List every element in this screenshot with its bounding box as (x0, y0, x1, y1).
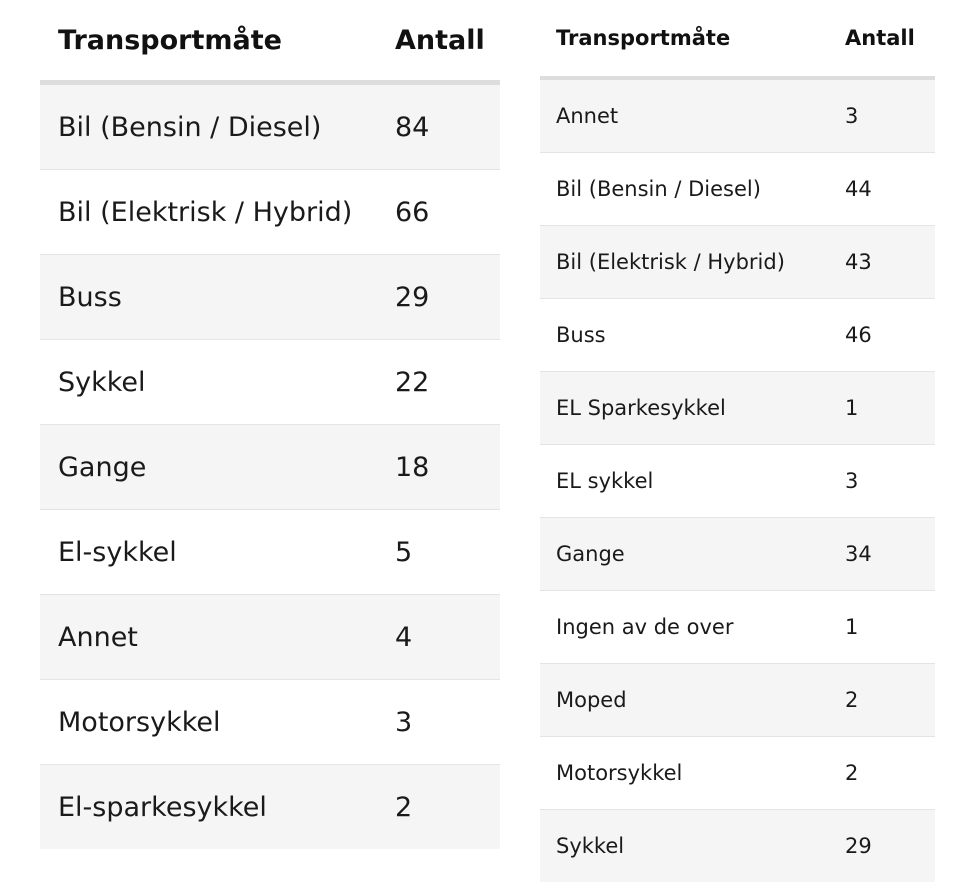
table-row: Ingen av de over 1 (540, 590, 935, 664)
transport-mode-cell: EL sykkel (540, 444, 845, 518)
count-cell: 5 (395, 509, 500, 595)
count-cell: 1 (845, 371, 935, 445)
table-row: El-sykkel 5 (40, 509, 500, 595)
count-cell: 44 (845, 152, 935, 226)
table-row: Sykkel 29 (540, 809, 935, 882)
table-row: Motorsykkel 2 (540, 736, 935, 810)
table-row: Gange 34 (540, 517, 935, 591)
transport-mode-cell: Sykkel (540, 809, 845, 882)
count-cell: 29 (845, 809, 935, 882)
transport-mode-cell: Gange (540, 517, 845, 591)
transport-mode-cell: Motorsykkel (540, 736, 845, 810)
table-row: Motorsykkel 3 (40, 679, 500, 765)
column-header-antall: Antall (845, 0, 935, 80)
transport-mode-cell: El-sparkesykkel (40, 764, 395, 849)
transport-mode-cell: Bil (Elektrisk / Hybrid) (540, 225, 845, 299)
count-cell: 34 (845, 517, 935, 591)
table-row: EL sykkel 3 (540, 444, 935, 518)
column-header-transportmate: Transportmåte (40, 0, 395, 85)
transport-mode-cell: Ingen av de over (540, 590, 845, 664)
column-header-antall: Antall (395, 0, 500, 85)
count-cell: 3 (845, 78, 935, 153)
count-cell: 66 (395, 169, 500, 255)
table-header-row: Transportmåte Antall (40, 0, 500, 85)
count-cell: 18 (395, 424, 500, 510)
transport-mode-cell: Annet (540, 78, 845, 153)
table-row: Moped 2 (540, 663, 935, 737)
table-row: El-sparkesykkel 2 (40, 764, 500, 849)
transport-mode-cell: Buss (40, 254, 395, 340)
transport-mode-cell: Gange (40, 424, 395, 510)
transport-mode-cell: Annet (40, 594, 395, 680)
transport-mode-cell: Bil (Bensin / Diesel) (40, 82, 395, 170)
table-row: Annet 3 (540, 78, 935, 153)
count-cell: 22 (395, 339, 500, 425)
count-cell: 2 (395, 764, 500, 849)
transport-mode-cell: Bil (Elektrisk / Hybrid) (40, 169, 395, 255)
transport-mode-cell: Buss (540, 298, 845, 372)
table-row: Sykkel 22 (40, 339, 500, 425)
table-row: Bil (Bensin / Diesel) 84 (40, 82, 500, 170)
transport-mode-cell: Bil (Bensin / Diesel) (540, 152, 845, 226)
transport-mode-cell: Sykkel (40, 339, 395, 425)
table-row: Bil (Elektrisk / Hybrid) 66 (40, 169, 500, 255)
column-header-transportmate: Transportmåte (540, 0, 845, 80)
count-cell: 1 (845, 590, 935, 664)
transport-mode-cell: El-sykkel (40, 509, 395, 595)
table-row: Bil (Bensin / Diesel) 44 (540, 152, 935, 226)
transport-mode-cell: EL Sparkesykkel (540, 371, 845, 445)
count-cell: 43 (845, 225, 935, 299)
count-cell: 46 (845, 298, 935, 372)
count-cell: 3 (845, 444, 935, 518)
table-row: Buss 29 (40, 254, 500, 340)
table-row: Buss 46 (540, 298, 935, 372)
count-cell: 29 (395, 254, 500, 340)
transport-mode-cell: Moped (540, 663, 845, 737)
table-header-row: Transportmåte Antall (540, 0, 935, 80)
table-row: Bil (Elektrisk / Hybrid) 43 (540, 225, 935, 299)
count-cell: 2 (845, 736, 935, 810)
transport-mode-cell: Motorsykkel (40, 679, 395, 765)
count-cell: 4 (395, 594, 500, 680)
table-row: EL Sparkesykkel 1 (540, 371, 935, 445)
count-cell: 2 (845, 663, 935, 737)
table-row: Gange 18 (40, 424, 500, 510)
count-cell: 3 (395, 679, 500, 765)
right-table: Transportmåte Antall Annet 3 Bil (Bensin… (540, 0, 935, 882)
left-table: Transportmåte Antall Bil (Bensin / Diese… (40, 0, 500, 849)
table-row: Annet 4 (40, 594, 500, 680)
count-cell: 84 (395, 82, 500, 170)
